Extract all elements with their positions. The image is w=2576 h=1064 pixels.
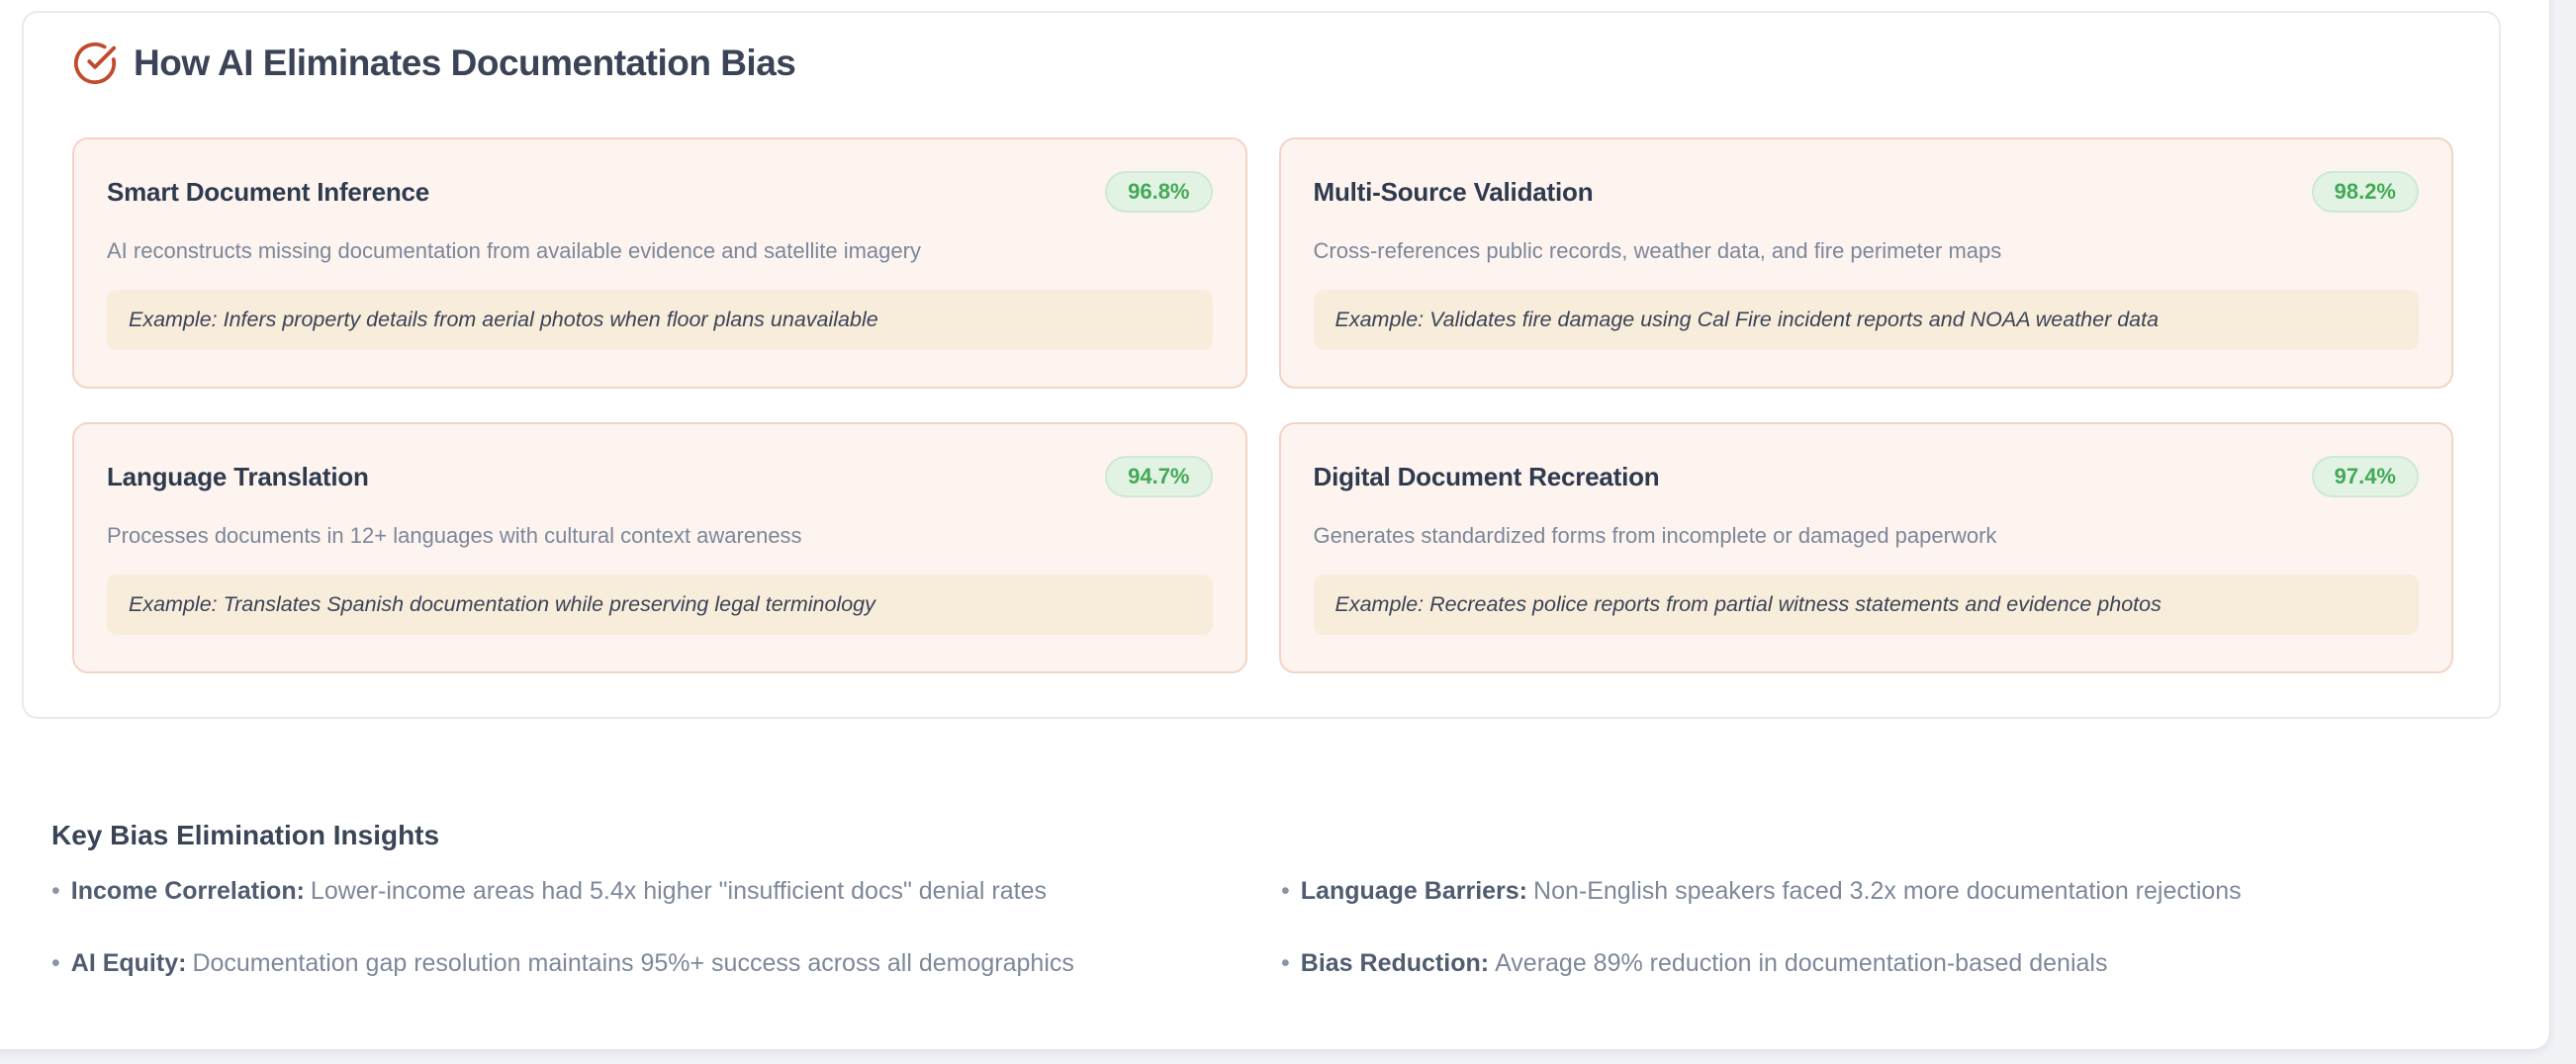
card-example: Example: Infers property details from ae… (107, 290, 1213, 350)
card-header: Smart Document Inference 96.8% (107, 171, 1213, 213)
feature-card-language-translation: Language Translation 94.7% Processes doc… (72, 422, 1247, 673)
insight-language-barriers: • Language Barriers: Non-English speakers … (1281, 877, 2465, 906)
card-header: Multi-Source Validation 98.2% (1313, 171, 2419, 213)
card-description: Processes documents in 12+ languages wit… (107, 523, 802, 548)
card-title: Digital Document Recreation (1313, 461, 1660, 491)
key-insights-section: Key Bias Elimination Insights • Income Co… (51, 820, 2465, 978)
success-rate-badge: 94.7% (1105, 456, 1213, 497)
circle-check-icon (73, 42, 117, 85)
card-header: Digital Document Recreation 97.4% (1313, 456, 2419, 497)
card-example: Example: Translates Spanish documentatio… (107, 575, 1213, 635)
insight-income-correlation: • Income Correlation: Lower-income areas h… (51, 877, 1281, 906)
card-description: AI reconstructs missing documentation fr… (107, 238, 921, 263)
feature-card-digital-document-recreation: Digital Document Recreation 97.4% Genera… (1278, 422, 2453, 673)
bullet-icon: • (1281, 949, 1290, 977)
insight-bias-reduction: • Bias Reduction: Average 89% reduction in… (1281, 949, 2465, 978)
card-title: Multi-Source Validation (1313, 176, 1594, 207)
documentation-bias-panel: How AI Eliminates Documentation Bias Sma… (22, 11, 2501, 719)
card-header: Language Translation 94.7% (107, 456, 1213, 497)
panel-header: How AI Eliminates Documentation Bias (72, 41, 796, 86)
insight-label: AI Equity: (70, 949, 187, 977)
card-description: Generates standardized forms from incomp… (1313, 523, 1997, 548)
card-description: Cross-references public records, weather… (1313, 238, 2002, 263)
insight-label: Language Barriers: (1300, 877, 1528, 905)
insight-text: Lower-income areas had 5.4x higher "insu… (310, 877, 1048, 905)
insight-text: Average 89% reduction in documentation-b… (1495, 949, 2108, 977)
bullet-icon: • (51, 877, 60, 905)
content-surface: How AI Eliminates Documentation Bias Sma… (0, 0, 2550, 1050)
card-title: Language Translation (107, 461, 369, 491)
bullet-icon: • (1281, 877, 1290, 905)
insights-grid: • Income Correlation: Lower-income areas h… (51, 877, 2465, 978)
success-rate-badge: 96.8% (1105, 171, 1213, 213)
card-title: Smart Document Inference (107, 176, 430, 207)
card-example: Example: Recreates police reports from p… (1313, 575, 2419, 635)
card-example: Example: Validates fire damage using Cal… (1313, 290, 2419, 350)
insight-text: Documentation gap resolution maintains 9… (192, 949, 1074, 977)
insight-label: Bias Reduction: (1300, 949, 1490, 977)
bullet-icon: • (51, 949, 60, 977)
success-rate-badge: 98.2% (2311, 171, 2419, 213)
feature-card-multi-source-validation: Multi-Source Validation 98.2% Cross-refe… (1278, 137, 2453, 389)
feature-cards-grid: Smart Document Inference 96.8% AI recons… (72, 137, 2453, 673)
insight-label: Income Correlation: (70, 877, 305, 905)
panel-title: How AI Eliminates Documentation Bias (134, 43, 796, 83)
insight-text: Non-English speakers faced 3.2x more doc… (1533, 877, 2242, 905)
insight-ai-equity: • AI Equity: Documentation gap resolution … (51, 949, 1281, 978)
success-rate-badge: 97.4% (2311, 456, 2419, 497)
feature-card-smart-document-inference: Smart Document Inference 96.8% AI recons… (72, 137, 1247, 389)
insights-title: Key Bias Elimination Insights (51, 820, 440, 850)
